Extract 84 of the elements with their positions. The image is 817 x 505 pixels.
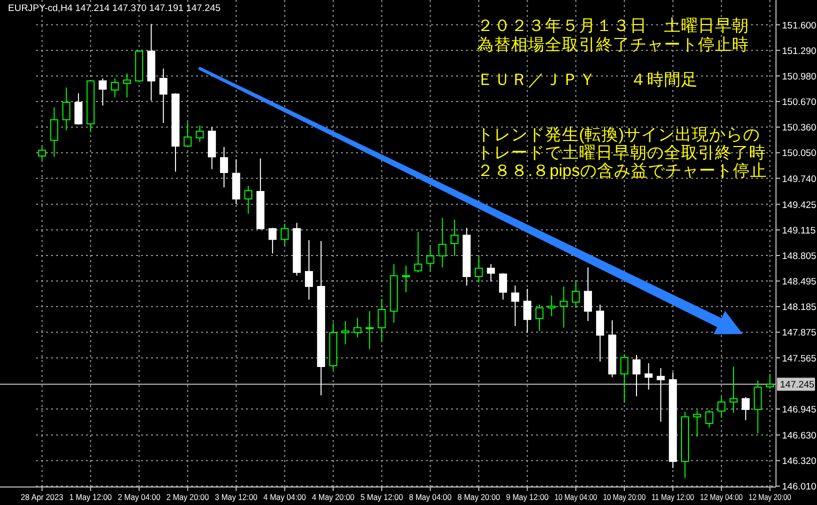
x-tick-label: 9 May 12:00	[506, 492, 553, 502]
candlestick	[353, 317, 362, 338]
candlestick	[402, 265, 410, 293]
y-tick-label: 150.670	[782, 97, 816, 108]
x-tick-label: 12 May 20:00	[748, 492, 800, 502]
y-tick-label: 151.290	[782, 46, 816, 57]
x-tick-label: 3 May 12:00	[214, 492, 262, 502]
candlestick	[220, 146, 228, 188]
x-tick-label: 4 May 04:00	[263, 492, 310, 502]
y-tick-label: 147.875	[782, 328, 816, 339]
candlestick	[511, 285, 520, 327]
candlestick	[584, 266, 592, 322]
y-tick-label: 149.740	[782, 174, 816, 185]
candlestick	[280, 223, 289, 246]
candlestick	[486, 264, 495, 282]
candlestick	[535, 304, 544, 332]
candlestick	[656, 368, 665, 422]
y-tick-label: 149.115	[782, 225, 816, 236]
candlestick	[499, 272, 508, 300]
candlestick	[110, 78, 119, 98]
candlestick	[717, 396, 726, 418]
x-tick-label: 8 May 04:00	[409, 492, 456, 502]
y-tick-label: 150.360	[782, 122, 816, 134]
annotation: EURJPY-cd,H4 147.214 147.370 147.191 147.245	[8, 3, 221, 14]
y-tick-label: 146.010	[782, 482, 816, 493]
x-tick-label: 28 Apr 2023	[20, 492, 67, 502]
y-tick-label: 147.565	[782, 353, 816, 364]
text: ２０２３年５月１３日 土曜日早朝	[477, 17, 749, 35]
candlestick	[742, 396, 750, 421]
candlestick	[438, 217, 446, 268]
y-tick-label: 150.050	[782, 148, 816, 160]
candlestick	[98, 78, 107, 106]
candlestick	[620, 354, 628, 404]
ref-line-label: 147.245	[780, 380, 814, 391]
candlestick	[414, 231, 422, 273]
x-tick-label: 2 May 20:00	[166, 492, 214, 502]
candlestick	[644, 362, 653, 390]
candlestick	[548, 295, 556, 317]
candlestick	[632, 354, 640, 397]
x-tick-label: 1 May 12:00	[69, 492, 116, 502]
candlestick	[730, 366, 738, 414]
y-tick-label: 146.320	[782, 456, 816, 468]
y-tick-label: 148.495	[782, 276, 816, 288]
y-tick-label: 148.805	[782, 250, 816, 262]
candlestick	[366, 310, 374, 350]
candlestick	[50, 106, 58, 158]
candlestick	[474, 256, 483, 283]
y-tick-label: 148.185	[782, 302, 816, 314]
annotation: トレードで土曜日早朝の全取引終了時	[477, 144, 766, 162]
candlestick	[122, 72, 131, 98]
candlestick	[693, 410, 702, 438]
candlestick	[596, 304, 604, 362]
candlestick	[184, 122, 192, 148]
x-tick-label: 8 May 20:00	[458, 492, 504, 502]
x-tick-label: 2 May 04:00	[118, 492, 165, 502]
candlestick	[304, 240, 313, 300]
candlestick	[268, 227, 277, 254]
candlestick	[705, 410, 714, 428]
candlestick	[159, 68, 168, 124]
candlestick	[426, 246, 434, 272]
candlestick	[378, 298, 386, 342]
y-tick-label: 146.630	[782, 430, 816, 442]
annotation: ２８８.８pipsの含み益でチャート停止	[477, 162, 767, 180]
y-tick-label: 151.600	[782, 20, 816, 32]
annotation: ＥＵＲ／ＪＰＹ ４時間足	[477, 71, 698, 89]
candlestick	[341, 320, 350, 345]
candlestick	[572, 280, 580, 308]
y-tick-label: 149.425	[782, 200, 816, 211]
candlestick	[74, 92, 82, 126]
candlestick	[450, 219, 459, 256]
candlestick	[754, 380, 762, 434]
candlestick	[244, 185, 252, 214]
x-tick-label: 5 May 12:00	[360, 492, 408, 502]
text: 為替相場全取引終了チャート停止時	[477, 36, 749, 54]
candlestick	[560, 286, 568, 328]
candlestick	[62, 86, 70, 131]
candlestick	[38, 146, 46, 161]
candlestick	[766, 373, 774, 390]
annotation: トレンド発生(転換)サイン出現からの	[477, 126, 760, 144]
candlestick	[196, 124, 204, 142]
x-tick-label: 4 May 20:00	[312, 492, 359, 502]
y-tick-label: 146.945	[782, 404, 816, 416]
y-tick-label: 150.980	[782, 71, 816, 82]
candlestick	[523, 288, 532, 334]
